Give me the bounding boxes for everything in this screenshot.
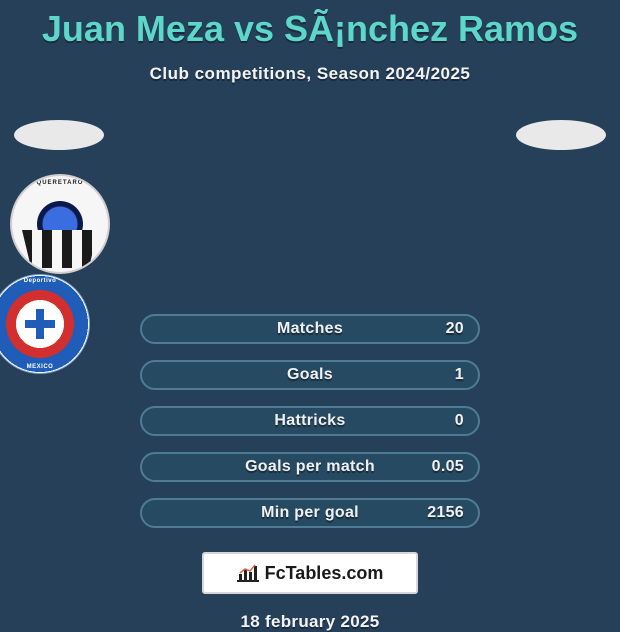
stat-label: Goals per match <box>245 458 375 476</box>
stat-bar: Goals 1 <box>140 360 480 390</box>
stat-label: Matches <box>277 320 343 338</box>
player-photo-left <box>14 120 104 150</box>
stat-label: Goals <box>287 366 333 384</box>
stat-value: 1 <box>455 366 464 384</box>
club-badge-left-text: QUERETARO <box>37 180 84 186</box>
club-badge-right: Deportivo MEXICO <box>0 274 90 374</box>
comparison-title: Juan Meza vs SÃ¡nchez Ramos <box>0 0 620 50</box>
stat-bar: Hattricks 0 <box>140 406 480 436</box>
stat-value: 0.05 <box>432 458 464 476</box>
player-photo-right <box>516 120 606 150</box>
date-text: 18 february 2025 <box>0 612 620 632</box>
stat-label: Hattricks <box>274 412 345 430</box>
competition-subtitle: Club competitions, Season 2024/2025 <box>0 64 620 84</box>
club-badge-left: QUERETARO <box>10 174 110 274</box>
stat-bars: Matches 20 Goals 1 Hattricks 0 Goals per… <box>140 314 480 528</box>
stat-value: 20 <box>446 320 464 338</box>
content-area: QUERETARO Deportivo MEXICO Matches 20 Go… <box>0 114 620 632</box>
stat-bar: Matches 20 <box>140 314 480 344</box>
stat-bar: Min per goal 2156 <box>140 498 480 528</box>
source-logo: FcTables.com <box>202 552 418 594</box>
source-logo-text: FcTables.com <box>265 563 384 584</box>
bar-chart-icon <box>237 564 259 582</box>
stat-value: 0 <box>455 412 464 430</box>
stat-bar: Goals per match 0.05 <box>140 452 480 482</box>
stat-value: 2156 <box>427 504 464 522</box>
club-badge-right-text-bottom: MEXICO <box>0 275 89 373</box>
stat-label: Min per goal <box>261 504 359 522</box>
